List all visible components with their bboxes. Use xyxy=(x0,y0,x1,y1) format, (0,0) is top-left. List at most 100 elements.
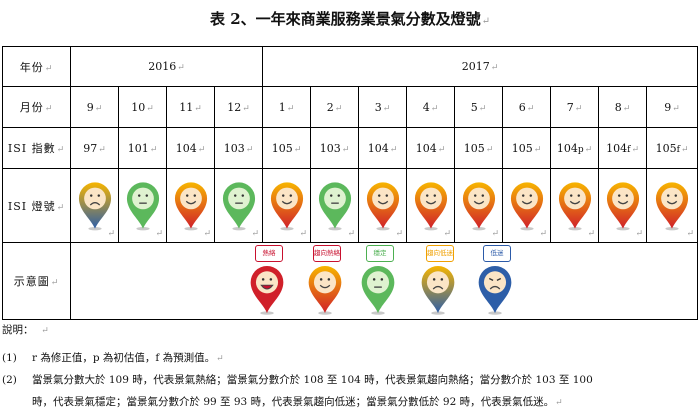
year-cell-2017: 2017↵ xyxy=(262,46,699,87)
light-cell: ↵ xyxy=(166,168,215,243)
note-2-continued: 時，代表景氣穩定；當景氣分數介於 99 至 93 時，代表景氣趨向低迷；當景氣分… xyxy=(32,396,563,408)
paragraph-mark-icon: ↵ xyxy=(491,229,500,239)
legend-row: 示意圖↵ 熱絡 趨向熱絡 穩定 趨向低迷 低迷 xyxy=(2,242,699,320)
paragraph-mark-icon: ↵ xyxy=(686,229,695,239)
month-cell: 10↵ xyxy=(118,86,167,128)
table-title: 表 2、一年來商業服務業景氣分數及燈號↵ xyxy=(0,8,700,29)
light-pin-icon xyxy=(655,181,689,230)
isi-value-cell: 101↵ xyxy=(118,127,167,169)
light-pin-icon xyxy=(366,181,399,230)
year-row-label: 年份↵ xyxy=(2,46,71,87)
year-row: 年份↵ 2016↵ 2017↵ xyxy=(2,46,699,87)
isi-value-cell: 103↵ xyxy=(213,127,264,169)
paragraph-mark-icon: ↵ xyxy=(347,229,356,239)
isi-value-cell: 105↵ xyxy=(502,127,552,169)
isi-flag: f xyxy=(676,144,680,155)
light-pin-icon xyxy=(308,265,342,315)
isi-value-cell: 103↵ xyxy=(310,127,360,169)
isi-flag: p xyxy=(577,144,584,155)
legend-item: 熱絡 xyxy=(247,245,287,317)
light-pin-icon xyxy=(510,181,543,230)
month-row: 月份↵ 9↵ 10↵ 11↵ 12↵ 1↵ 2↵ 3↵ 4↵ 5↵ 6↵ 7↵ 8↵ 9↵ xyxy=(2,86,699,128)
paragraph-mark-icon: ↵ xyxy=(539,229,548,239)
month-cell: 8↵ xyxy=(598,86,648,128)
paragraph-mark-icon: ↵ xyxy=(635,229,644,239)
month-cell: 2↵ xyxy=(310,86,360,128)
light-pin-icon xyxy=(222,181,255,230)
legend-row-label: 示意圖↵ xyxy=(2,242,71,320)
light-cell: ↵ xyxy=(646,168,699,243)
light-pin-icon xyxy=(270,181,303,230)
light-pin-icon xyxy=(606,181,639,230)
light-pin-icon xyxy=(478,265,512,315)
isi-value-cell: 104↵ xyxy=(166,127,215,169)
paragraph-mark-icon: ↵ xyxy=(203,229,211,239)
isi-value-cell: 105↵ xyxy=(454,127,504,169)
isi-row: ISI 指數↵ 97↵ 101↵ 104↵ 103↵ 105↵ 103↵ 104↵ 104↵ 1… xyxy=(2,127,699,169)
paragraph-mark-icon: ↵ xyxy=(587,229,596,239)
light-cell: ↵ xyxy=(406,168,456,243)
light-pin-icon xyxy=(361,265,395,315)
legend-tag: 穩定 xyxy=(366,245,394,262)
paragraph-mark-icon: ↵ xyxy=(107,229,115,239)
light-cell: ↵ xyxy=(118,168,167,243)
paragraph-mark-icon: ↵ xyxy=(395,229,404,239)
month-cell: 4↵ xyxy=(406,86,456,128)
light-cell: ↵ xyxy=(454,168,504,243)
isi-table: 年份↵ 2016↵ 2017↵ 月份↵ 9↵ 10↵ 11↵ 12↵ 1↵ 2↵ 3↵ 4↵ 5… xyxy=(2,46,699,320)
isi-row-label: ISI 指數↵ xyxy=(2,127,71,169)
legend-item: 穩定 xyxy=(358,245,398,317)
legend-tag: 趨向低迷 xyxy=(426,245,454,262)
month-cell: 6↵ xyxy=(502,86,552,128)
note-2: (2) 當景氣分數大於 109 時，代表景氣熱絡；當景氣分數介於 108 至 10… xyxy=(2,374,593,386)
legend-cell: 熱絡 趨向熱絡 穩定 趨向低迷 低迷 xyxy=(69,242,699,320)
light-pin-icon xyxy=(462,181,495,230)
legend-tag: 熱絡 xyxy=(255,245,283,262)
light-pin-icon xyxy=(126,181,159,230)
legend-item: 趨向低迷 xyxy=(418,245,458,317)
light-cell: ↵ xyxy=(550,168,600,243)
light-cell: ↵ xyxy=(598,168,648,243)
paragraph-mark-icon: ↵ xyxy=(155,229,163,239)
month-cell: 9↵ xyxy=(70,86,119,128)
legend-tag: 低迷 xyxy=(483,245,511,262)
notes-heading: 說明： ↵ xyxy=(2,324,49,336)
isi-value-cell: 104↵ xyxy=(358,127,408,169)
light-row-label: ISI 燈號↵ xyxy=(2,168,71,243)
month-cell: 7↵ xyxy=(550,86,600,128)
light-cell: ↵ xyxy=(310,168,360,243)
light-cell: ↵ xyxy=(70,168,119,243)
paragraph-mark-icon: ↵ xyxy=(443,229,452,239)
note-1: (1) r 為修正值，p 為初估值，f 為預測值。↵ xyxy=(2,352,224,364)
light-legend: 熱絡 趨向熱絡 穩定 趨向低迷 低迷 xyxy=(71,243,697,319)
month-cell: 12↵ xyxy=(213,86,264,128)
legend-item: 低迷 xyxy=(475,245,515,317)
light-pin-icon xyxy=(174,181,207,230)
month-cell: 3↵ xyxy=(358,86,408,128)
light-pin-icon xyxy=(421,265,455,315)
isi-value-cell: 105↵ xyxy=(262,127,312,169)
month-cell: 9↵ xyxy=(646,86,699,128)
light-pin-icon xyxy=(250,265,284,315)
month-cell: 1↵ xyxy=(262,86,312,128)
legend-item: 趨向熱絡 xyxy=(305,245,345,317)
isi-value-cell: 104↵ xyxy=(406,127,456,169)
light-row: ISI 燈號↵ ↵ ↵ ↵ ↵ ↵ ↵ ↵ ↵ ↵ ↵ ↵ ↵ ↵ xyxy=(2,168,699,243)
light-pin-icon xyxy=(414,181,447,230)
light-pin-icon xyxy=(78,181,111,230)
light-cell: ↵ xyxy=(502,168,552,243)
isi-value-cell: 104p↵ xyxy=(550,127,600,169)
light-cell: ↵ xyxy=(262,168,312,243)
month-row-label: 月份↵ xyxy=(2,86,71,128)
legend-tag: 趨向熱絡 xyxy=(313,245,341,262)
month-cell: 11↵ xyxy=(166,86,215,128)
isi-value-cell: 97↵ xyxy=(70,127,119,169)
isi-value-cell: 104f↵ xyxy=(598,127,648,169)
light-cell: ↵ xyxy=(213,168,264,243)
month-cell: 5↵ xyxy=(454,86,504,128)
isi-value-cell: 105f↵ xyxy=(646,127,699,169)
light-pin-icon xyxy=(318,181,351,230)
paragraph-mark-icon: ↵ xyxy=(481,16,491,27)
light-pin-icon xyxy=(558,181,591,230)
paragraph-mark-icon: ↵ xyxy=(299,229,308,239)
